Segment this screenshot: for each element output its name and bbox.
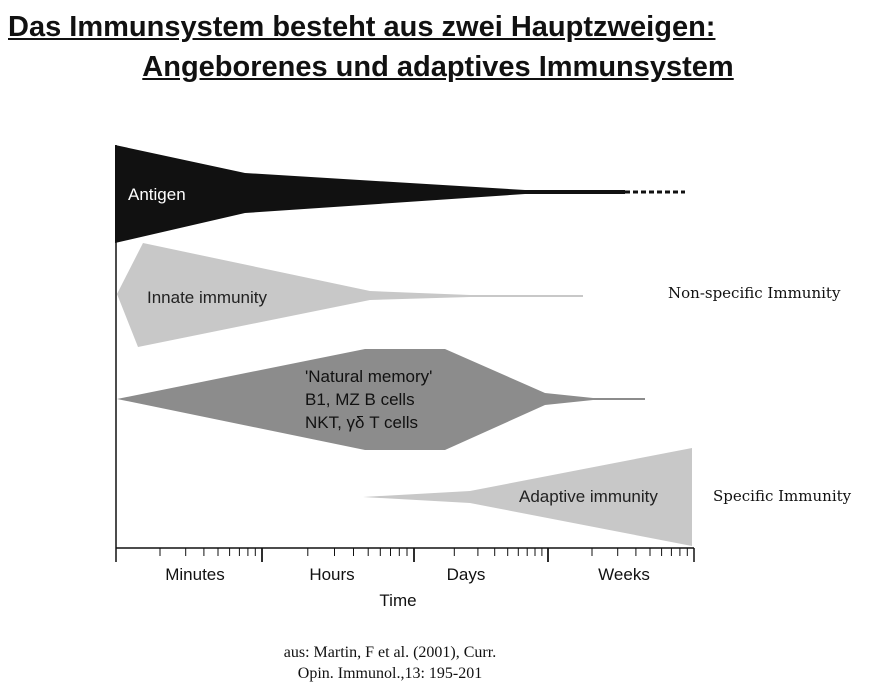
title-line-2: Angeborenes und adaptives Immunsystem — [142, 51, 734, 83]
adaptive-immunity-label: Adaptive immunity — [519, 487, 658, 506]
innate-immunity-shape — [117, 243, 583, 347]
non-specific-immunity-label: Non-specific Immunity — [668, 284, 841, 302]
x-tick-days: Days — [447, 565, 486, 584]
natural-memory-line-3: NKT, γδ T cells — [305, 413, 418, 432]
natural-memory-shape — [117, 349, 645, 450]
specific-immunity-label: Specific Immunity — [713, 487, 852, 505]
x-tick-weeks: Weeks — [598, 565, 650, 584]
antigen-shape — [115, 145, 625, 243]
citation-line-2: Opin. Immunol.,13: 195-201 — [297, 665, 483, 682]
x-axis-ticks — [115, 548, 695, 562]
title-line-1: Das Immunsystem besteht aus zwei Hauptzw… — [8, 11, 716, 43]
antigen-label: Antigen — [128, 185, 186, 204]
natural-memory-line-2: B1, MZ B cells — [305, 390, 415, 409]
innate-immunity-label: Innate immunity — [147, 288, 267, 307]
citation-line-1: aus: Martin, F et al. (2001), Curr. — [283, 644, 497, 661]
x-tick-minutes: Minutes — [165, 565, 225, 584]
adaptive-immunity-shape — [363, 448, 692, 546]
x-tick-hours: Hours — [309, 565, 354, 584]
natural-memory-line-1: 'Natural memory' — [305, 367, 432, 386]
x-axis-label: Time — [379, 591, 416, 610]
